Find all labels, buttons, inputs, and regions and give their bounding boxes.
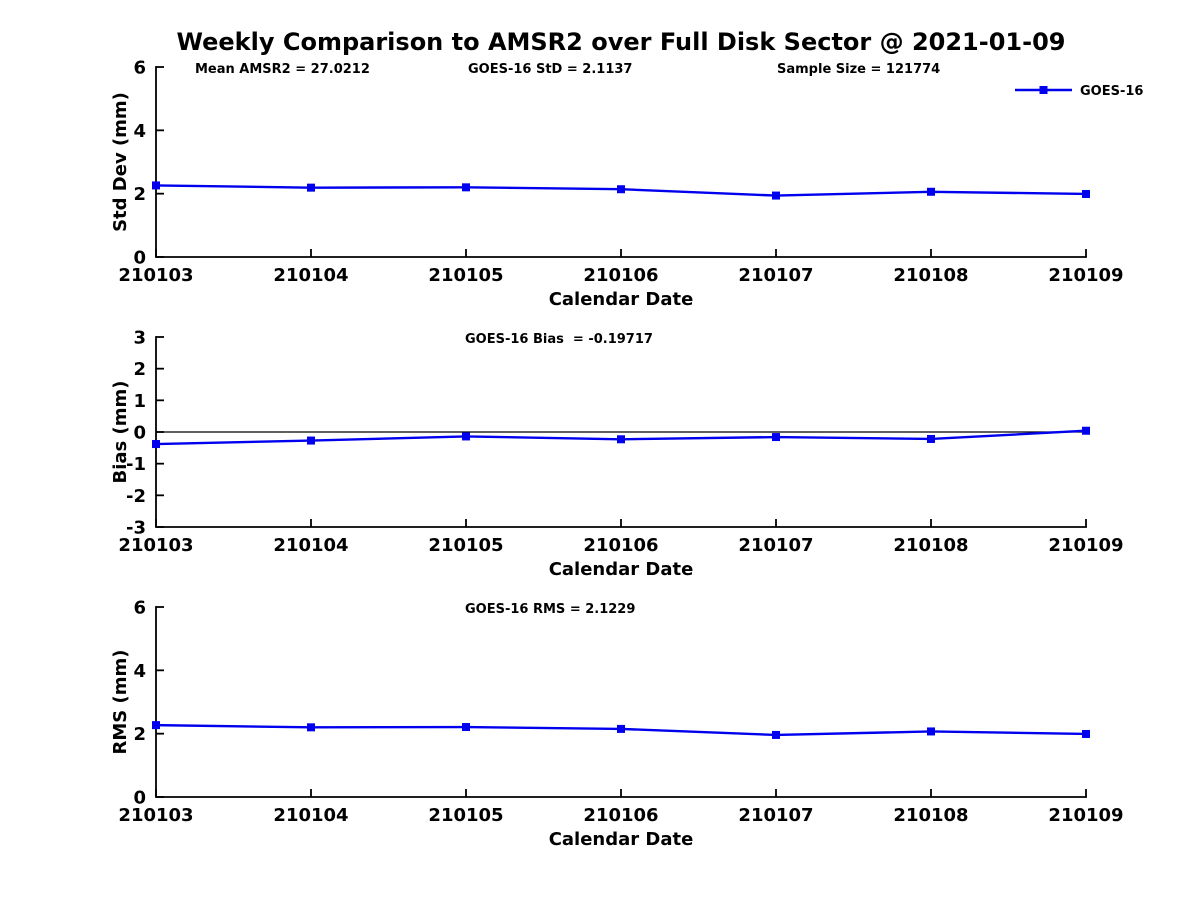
x-tick-label: 210103 (118, 265, 193, 286)
y-tick-label: 6 (133, 598, 146, 619)
data-point-marker (462, 723, 470, 732)
legend-label: GOES-16 (1080, 84, 1143, 99)
chart-title: Weekly Comparison to AMSR2 over Full Dis… (176, 28, 1066, 56)
x-tick-label: 210103 (118, 535, 193, 556)
rms-subplot: 0 2 4 6 210103 210104 210105 210106 210107 210108… (110, 598, 1124, 851)
x-tick-label: 210108 (893, 805, 968, 826)
y-tick-label: 0 (133, 423, 146, 444)
x-tick-label: 210105 (428, 805, 503, 826)
data-point-marker (462, 183, 470, 192)
y-tick-label: 4 (133, 121, 146, 142)
y-tick-label: 1 (133, 391, 146, 412)
x-tick-label: 210107 (738, 805, 813, 826)
y-tick-label: 2 (133, 359, 146, 380)
x-tick-label: 210109 (1048, 805, 1123, 826)
y-axis-label: Std Dev (mm) (110, 92, 131, 232)
x-tick-label: 210107 (738, 535, 813, 556)
y-tick-label: 4 (133, 661, 146, 682)
x-tick-label: 210105 (428, 265, 503, 286)
data-point-marker (307, 436, 315, 445)
annotation-text: Mean AMSR2 = 27.0212 (195, 62, 370, 77)
y-tick-label: 0 (133, 788, 146, 809)
x-tick-label: 210109 (1048, 265, 1123, 286)
data-point-marker (772, 191, 780, 200)
x-tick-label: 210106 (583, 535, 658, 556)
x-axis-label: Calendar Date (549, 829, 694, 850)
data-point-marker (307, 183, 315, 192)
x-tick-label: 210106 (583, 265, 658, 286)
y-tick-label: -3 (126, 518, 146, 539)
x-tick-label: 210104 (273, 265, 348, 286)
data-point-marker (772, 730, 780, 739)
y-tick-label: 3 (133, 328, 146, 349)
y-tick-label: -1 (126, 454, 146, 475)
y-axis-label: Bias (mm) (110, 381, 131, 484)
data-point-marker (307, 723, 315, 732)
x-tick-label: 210108 (893, 265, 968, 286)
data-point-marker (617, 185, 625, 194)
axis-spines (155, 606, 1087, 798)
x-axis-label: Calendar Date (549, 559, 694, 580)
legend-marker (1039, 86, 1048, 94)
data-point-marker (1082, 189, 1090, 198)
y-tick-label: 2 (133, 184, 146, 205)
data-point-marker (152, 181, 160, 190)
x-tick-label: 210106 (583, 805, 658, 826)
data-point-marker (462, 432, 470, 441)
data-point-marker (927, 187, 935, 196)
x-tick-label: 210108 (893, 535, 968, 556)
y-tick-label: 2 (133, 724, 146, 745)
std-dev-subplot: 0 2 4 6 210103 210104 210105 210106 210107 210108… (110, 58, 1143, 311)
data-point-marker (1082, 729, 1090, 738)
annotation-text: GOES-16 Bias = -0.19717 (465, 332, 653, 347)
y-axis-label: RMS (mm) (110, 650, 131, 755)
annotation-text: Sample Size = 121774 (777, 62, 940, 77)
data-point-marker (772, 433, 780, 442)
data-point-marker (152, 721, 160, 730)
bias-subplot: -3 -2 -1 0 1 2 3 210103 210104 210105 210106 210107… (110, 328, 1124, 581)
data-point-marker (617, 724, 625, 733)
y-tick-label: -2 (126, 486, 146, 507)
x-tick-label: 210105 (428, 535, 503, 556)
data-point-marker (927, 434, 935, 443)
data-point-marker (927, 727, 935, 736)
x-tick-label: 210109 (1048, 535, 1123, 556)
y-tick-label: 0 (133, 248, 146, 269)
x-tick-label: 210104 (273, 535, 348, 556)
data-point-marker (1082, 426, 1090, 435)
annotation-text: GOES-16 RMS = 2.1229 (465, 602, 635, 617)
annotation-text: GOES-16 StD = 2.1137 (468, 62, 632, 77)
x-tick-label: 210103 (118, 805, 193, 826)
x-axis-label: Calendar Date (549, 289, 694, 310)
y-tick-label: 6 (133, 58, 146, 79)
data-point-marker (617, 435, 625, 444)
x-tick-label: 210104 (273, 805, 348, 826)
data-point-marker (152, 440, 160, 449)
axis-spines (155, 66, 1087, 258)
x-tick-label: 210107 (738, 265, 813, 286)
